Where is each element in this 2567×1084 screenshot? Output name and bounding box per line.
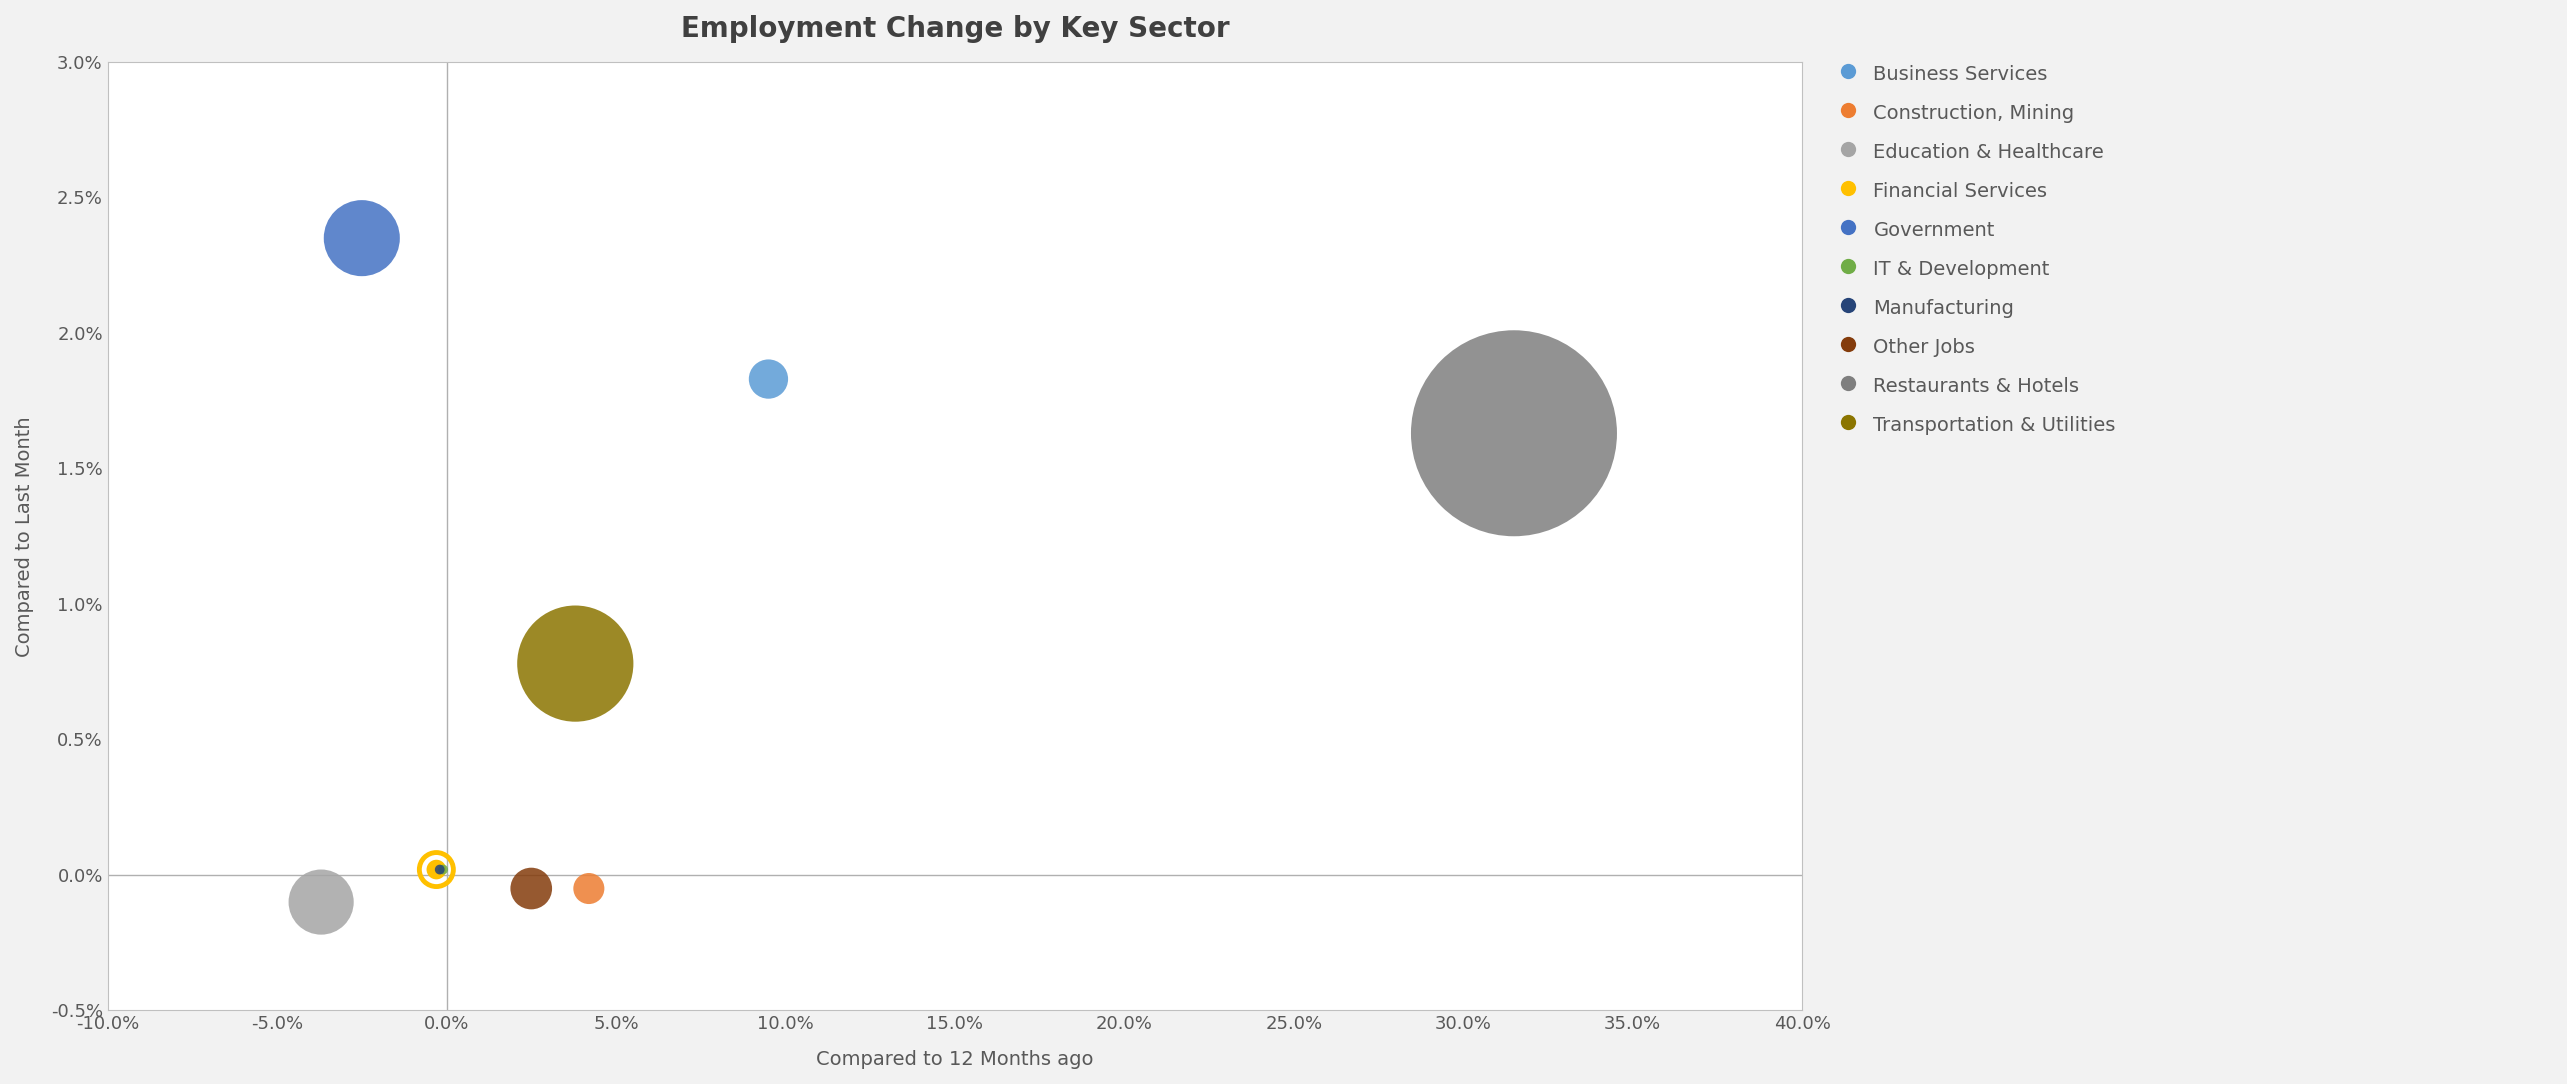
Y-axis label: Compared to Last Month: Compared to Last Month (15, 416, 33, 657)
Point (554, 655, 596, 672)
Title: Employment Change by Key Sector: Employment Change by Key Sector (680, 15, 1230, 43)
Point (416, 861, 457, 878)
Point (747, 371, 788, 388)
X-axis label: Compared to 12 Months ago: Compared to 12 Months ago (816, 1050, 1094, 1069)
Point (567, 880, 608, 898)
Point (341, 230, 382, 247)
Point (418, 861, 459, 878)
Point (424, 861, 465, 878)
Point (1494, 425, 1535, 442)
Point (511, 880, 552, 898)
Point (300, 893, 341, 911)
Legend: Business Services, Construction, Mining, Education & Healthcare, Financial Servi: Business Services, Construction, Mining,… (1828, 53, 2125, 446)
Point (416, 861, 457, 878)
